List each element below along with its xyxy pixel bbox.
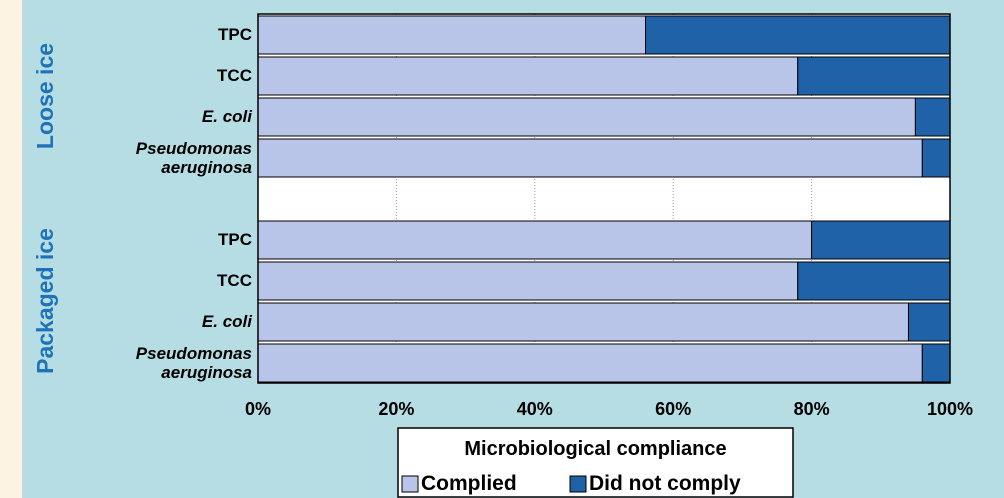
bar-segment <box>257 138 923 178</box>
category-label: TPC <box>218 230 252 249</box>
bar-segment <box>257 343 923 383</box>
category-label: E. coli <box>201 107 252 126</box>
category-label: TCC <box>217 66 252 85</box>
legend-swatch <box>401 475 419 493</box>
bar-segment <box>257 56 799 96</box>
group-label: Packaged ice <box>32 228 58 374</box>
bar-segment <box>257 15 647 55</box>
x-tick-label: 100% <box>926 399 974 419</box>
plot-border <box>257 13 951 384</box>
category-label: TPC <box>218 25 252 44</box>
category-label: E. coli <box>201 312 252 331</box>
side-strip <box>0 0 22 498</box>
bar-segment <box>257 220 813 260</box>
bar-segment <box>811 220 951 260</box>
x-tick-label: 80% <box>793 399 830 419</box>
category-label: Pseudomonas aeruginosa <box>135 343 252 382</box>
x-tick-label: 0% <box>244 399 271 419</box>
legend-box <box>397 427 794 498</box>
x-tick-label: 40% <box>516 399 553 419</box>
legend-label: Did not comply <box>589 472 741 495</box>
legend-swatch <box>569 475 587 493</box>
bar-segment <box>645 15 951 55</box>
bar-segment <box>797 261 951 301</box>
bar-segment <box>921 138 951 178</box>
category-label: TCC <box>217 271 252 290</box>
bar-segment <box>257 261 799 301</box>
bar-segment <box>257 97 916 137</box>
bar-segment <box>907 302 951 342</box>
x-tick-label: 60% <box>655 399 692 419</box>
bar-segment <box>797 56 951 96</box>
bar-segment <box>257 302 909 342</box>
legend-label: Complied <box>421 472 517 495</box>
group-label: Loose ice <box>32 42 58 150</box>
x-tick-label: 20% <box>378 399 415 419</box>
category-label: Pseudomonas aeruginosa <box>135 138 252 177</box>
bar-segment <box>914 97 951 137</box>
legend-title: Microbiological compliance <box>464 438 727 460</box>
bar-segment <box>921 343 951 383</box>
